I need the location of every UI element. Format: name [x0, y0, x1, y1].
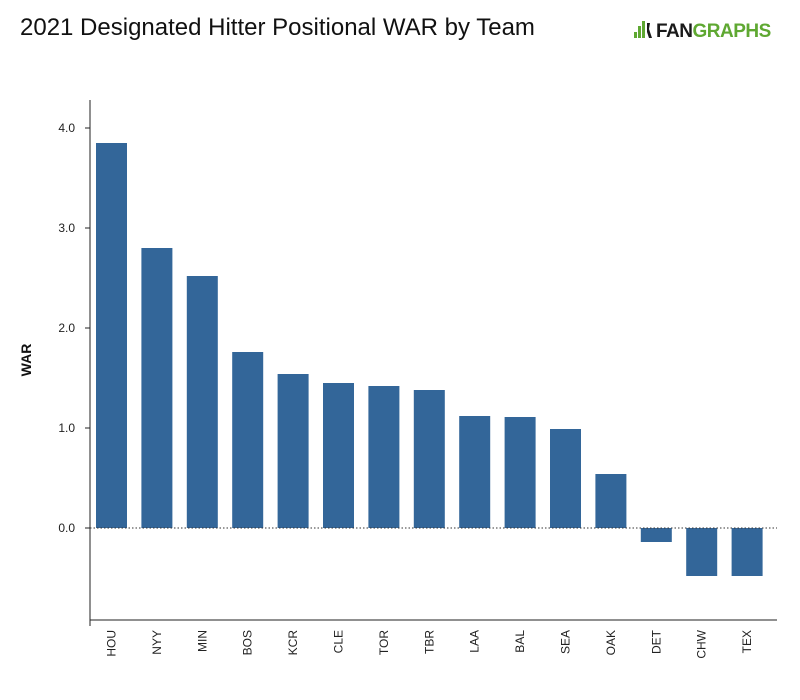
bar-oak — [595, 474, 627, 528]
x-tick-label: SEA — [559, 630, 573, 654]
x-tick-label: MIN — [195, 630, 209, 652]
y-tick-label: 2.0 — [58, 321, 75, 335]
x-tick-label: DET — [649, 629, 663, 654]
plot-area: 0.0 1.0 2.0 3.0 4.0 WAR HOU NYY MIN BOS KCR CLE TOR T… — [18, 100, 777, 659]
bar-bos — [232, 352, 264, 528]
x-tick-label: BOS — [241, 630, 255, 655]
y-tick-label: 3.0 — [58, 221, 75, 235]
chart-title: 2021 Designated Hitter Positional WAR by… — [20, 14, 535, 41]
bar-bal — [504, 417, 536, 528]
bar-min — [186, 276, 218, 528]
y-tick-label: 0.0 — [58, 521, 75, 535]
x-tick-label: LAA — [468, 630, 482, 653]
x-tick-label: KCR — [286, 630, 300, 656]
x-tick-label: HOU — [105, 630, 119, 657]
bar-laa — [459, 416, 491, 528]
bar-hou — [96, 143, 127, 528]
y-tick-label: 4.0 — [58, 121, 75, 135]
logo-mark-icon — [634, 20, 654, 44]
bar-tor — [368, 386, 400, 528]
bar-chw — [686, 528, 718, 576]
x-tick-label: BAL — [513, 630, 527, 653]
x-tick-label: TBR — [422, 630, 436, 654]
x-tick-label: TEX — [740, 630, 754, 653]
x-tick-label: CLE — [332, 630, 346, 653]
logo-text-graphs: GRAPHS — [692, 21, 772, 42]
bar-tbr — [413, 390, 445, 528]
x-tick-label: NYY — [150, 630, 164, 655]
y-axis-title: WAR — [18, 344, 34, 377]
y-tick-label: 1.0 — [58, 421, 75, 435]
bar-tex — [731, 528, 763, 576]
x-tick-label: OAK — [604, 630, 618, 655]
fangraphs-logo: FAN GRAPHS — [634, 20, 771, 44]
bar-sea — [550, 429, 581, 528]
bar-kcr — [277, 374, 309, 528]
bar-det — [640, 528, 672, 542]
bar-nyy — [141, 248, 173, 528]
logo-text-fan: FAN — [656, 21, 693, 42]
x-tick-label: CHW — [695, 629, 709, 658]
bar-cle — [323, 383, 354, 528]
x-tick-label: TOR — [377, 630, 391, 655]
